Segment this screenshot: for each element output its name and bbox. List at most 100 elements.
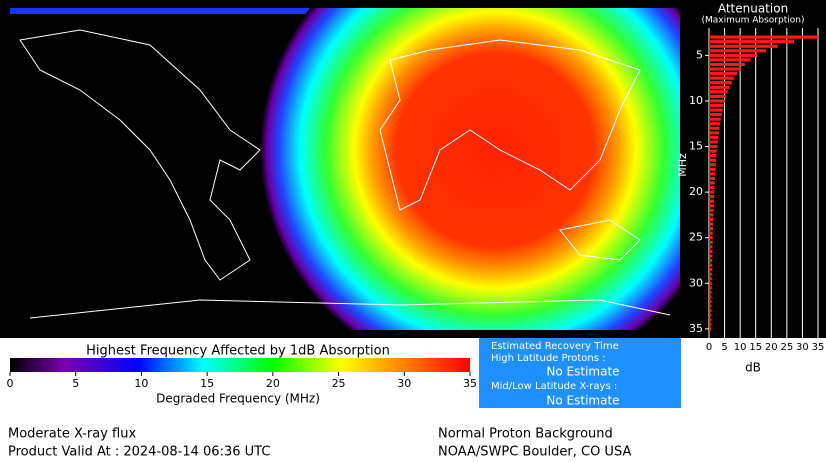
x-axis-label: dB (745, 361, 761, 375)
bar (709, 281, 712, 285)
bar (709, 290, 712, 295)
bar (709, 117, 721, 121)
colorbar-tick-label: 25 (332, 377, 346, 390)
x-tick-label: 5 (721, 342, 727, 353)
bar (709, 245, 713, 249)
bar (709, 181, 715, 185)
x-tick-label: 0 (706, 342, 712, 353)
bar (709, 94, 727, 98)
colorbar-tick-label: 20 (266, 377, 280, 390)
footer-text: Product Valid At : 2024-08-14 06:36 UTC (8, 445, 270, 460)
bar (709, 322, 712, 326)
colorbar-tick-label: 30 (397, 377, 411, 390)
bar (709, 154, 717, 158)
bar (709, 185, 715, 190)
bar (709, 176, 715, 181)
bar (709, 62, 745, 67)
bar (709, 304, 712, 308)
colorbar-title: Highest Frequency Affected by 1dB Absorp… (86, 344, 390, 359)
bar (709, 190, 715, 194)
bar (709, 249, 713, 253)
coastline (379, 39, 641, 211)
bar (709, 172, 716, 176)
bar (709, 135, 719, 140)
colorbar (10, 358, 470, 372)
bar (709, 122, 721, 126)
bar (709, 149, 717, 153)
y-tick-label: 35 (689, 322, 703, 335)
y-tick-label: 5 (696, 48, 703, 61)
bar (709, 131, 719, 135)
bar (709, 318, 712, 322)
info-value: No Estimate (546, 394, 619, 408)
info-box (479, 338, 681, 408)
info-label: Mid/Low Latitude X-rays : (491, 381, 617, 392)
x-tick-label: 15 (749, 342, 762, 353)
colorbar-tick-label: 10 (134, 377, 148, 390)
bar (709, 213, 714, 217)
bar (709, 163, 716, 167)
y-tick-label: 20 (689, 185, 703, 198)
colorbar-tick-label: 0 (7, 377, 14, 390)
footer-text: Moderate X-ray flux (8, 427, 136, 442)
bar (709, 299, 712, 304)
bar (709, 313, 712, 317)
x-tick-label: 20 (765, 342, 778, 353)
colorbar-tick-label: 35 (463, 377, 477, 390)
bar (709, 113, 722, 117)
bar (709, 204, 714, 208)
bar (709, 327, 712, 331)
bar (709, 258, 713, 263)
bar (709, 85, 730, 89)
bar (709, 76, 735, 80)
bar (709, 140, 718, 144)
bar (709, 49, 766, 53)
bar (709, 268, 713, 272)
x-tick-label: 10 (734, 342, 747, 353)
bar (709, 222, 714, 226)
bar (709, 167, 716, 171)
coastline (29, 299, 671, 319)
bar (709, 103, 724, 108)
bar (709, 99, 725, 103)
colorbar-tick-label: 15 (200, 377, 214, 390)
footer-text: NOAA/SWPC Boulder, CO USA (438, 445, 631, 460)
colorbar-label: Degraded Frequency (MHz) (156, 392, 320, 406)
chart-subtitle: (Maximum Absorption) (702, 16, 805, 26)
bar (709, 254, 713, 258)
info-label: High Latitude Protons : (491, 353, 606, 364)
bar (709, 126, 720, 130)
y-tick-label: 15 (689, 140, 703, 153)
x-tick-label: 30 (796, 342, 809, 353)
bar (709, 195, 715, 199)
bar (709, 226, 714, 231)
y-tick-label: 25 (689, 231, 703, 244)
bar (709, 67, 741, 71)
bar (709, 108, 723, 112)
bar (709, 90, 728, 94)
info-value: No Estimate (546, 365, 619, 379)
y-tick-label: 30 (689, 276, 703, 289)
bar (709, 286, 712, 290)
bar (709, 236, 713, 240)
bar (709, 263, 713, 267)
bar (709, 217, 714, 222)
x-tick-label: 25 (780, 342, 793, 353)
bar (709, 208, 714, 212)
bar (709, 53, 758, 57)
bar (709, 158, 717, 162)
bar (709, 295, 712, 299)
y-tick-label: 10 (689, 94, 703, 107)
bar (709, 71, 738, 76)
bar (709, 40, 795, 44)
coastline (19, 29, 261, 281)
bar (709, 58, 751, 62)
info-heading: Estimated Recovery Time (491, 341, 619, 352)
bar (709, 231, 713, 235)
y-axis-label: MHz (676, 153, 689, 177)
chart-title: Attenuation (718, 2, 788, 16)
bar (709, 240, 713, 244)
bar (709, 309, 712, 313)
colorbar-tick-label: 5 (72, 377, 79, 390)
